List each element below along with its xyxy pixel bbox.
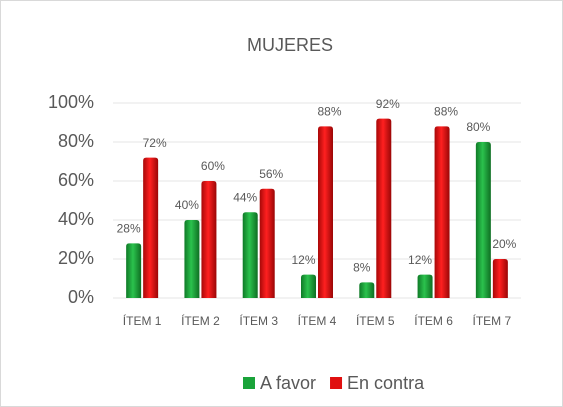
- bar: [126, 243, 142, 298]
- value-label: 92%: [376, 97, 400, 111]
- value-label: 8%: [353, 261, 371, 275]
- legend-label: En contra: [347, 373, 425, 393]
- chart-title: MUJERES: [247, 35, 333, 55]
- x-tick-label: ÍTEM 4: [298, 313, 337, 328]
- value-label: 88%: [317, 105, 341, 119]
- value-label: 12%: [408, 253, 432, 267]
- y-tick-label: 0%: [68, 287, 94, 307]
- legend-swatch: [330, 377, 343, 389]
- bar: [376, 118, 392, 298]
- x-tick-label: ÍTEM 7: [473, 313, 512, 328]
- value-label: 56%: [259, 167, 283, 181]
- bar: [318, 126, 333, 299]
- y-tick-label: 20%: [58, 248, 94, 268]
- value-label: 60%: [201, 159, 225, 173]
- value-label: 80%: [466, 120, 490, 134]
- value-label: 88%: [434, 105, 458, 119]
- value-label: 12%: [291, 253, 315, 267]
- bar: [359, 282, 375, 298]
- x-tick-label: ÍTEM 6: [414, 313, 453, 328]
- legend-label: A favor: [260, 373, 316, 393]
- bar: [475, 142, 491, 298]
- value-label: 20%: [492, 237, 516, 251]
- bar: [242, 212, 258, 298]
- y-tick-label: 100%: [48, 92, 94, 112]
- x-tick-label: ÍTEM 3: [239, 313, 278, 328]
- x-tick-label: ÍTEM 1: [123, 313, 162, 328]
- y-tick-label: 80%: [58, 131, 94, 151]
- x-tick-label: ÍTEM 5: [356, 313, 395, 328]
- bar: [301, 274, 316, 298]
- bar: [184, 220, 200, 298]
- bar: [259, 188, 275, 298]
- legend-swatch: [243, 377, 255, 389]
- bar: [143, 157, 159, 298]
- value-label: 28%: [117, 222, 141, 236]
- bar: [417, 274, 433, 298]
- y-tick-label: 40%: [58, 209, 94, 229]
- x-tick-label: ÍTEM 2: [181, 313, 220, 328]
- bar: [434, 126, 450, 299]
- value-label: 44%: [233, 190, 257, 204]
- value-label: 72%: [143, 136, 167, 150]
- bar: [201, 181, 217, 298]
- y-tick-label: 60%: [58, 170, 94, 190]
- bar: [492, 259, 508, 298]
- value-label: 40%: [175, 198, 199, 212]
